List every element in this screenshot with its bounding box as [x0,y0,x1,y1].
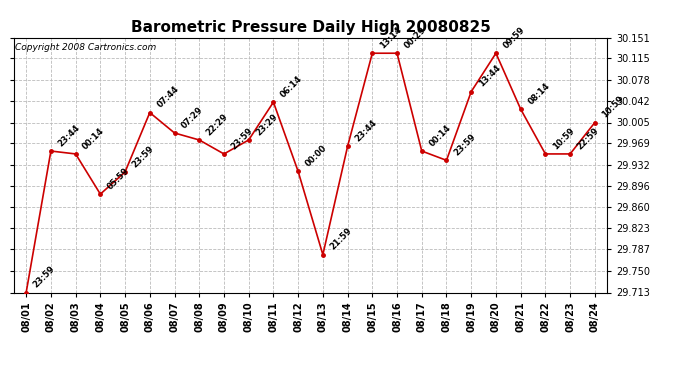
Text: 06:14: 06:14 [279,74,304,99]
Text: 22:59: 22:59 [575,126,601,151]
Text: 00:29: 00:29 [402,26,428,51]
Text: 10:59: 10:59 [551,126,576,151]
Text: 23:59: 23:59 [452,132,477,158]
Text: 00:14: 00:14 [81,126,106,151]
Text: 05:59: 05:59 [106,166,131,191]
Text: 23:44: 23:44 [353,118,378,144]
Text: 13:14: 13:14 [378,25,403,51]
Text: 09:59: 09:59 [502,26,526,51]
Text: 07:44: 07:44 [155,85,181,110]
Text: 23:59: 23:59 [130,144,156,169]
Text: 08:14: 08:14 [526,81,551,106]
Text: 00:00: 00:00 [304,144,328,169]
Text: 23:59: 23:59 [32,264,57,290]
Text: 00:14: 00:14 [427,123,453,148]
Text: 07:29: 07:29 [180,105,205,130]
Text: 23:29: 23:29 [254,112,279,137]
Text: 13:44: 13:44 [477,64,502,89]
Text: Copyright 2008 Cartronics.com: Copyright 2008 Cartronics.com [15,43,156,52]
Text: 22:29: 22:29 [205,112,230,137]
Text: 23:44: 23:44 [57,123,81,148]
Title: Barometric Pressure Daily High 20080825: Barometric Pressure Daily High 20080825 [130,20,491,35]
Text: 21:59: 21:59 [328,226,354,252]
Text: 23:59: 23:59 [230,126,255,151]
Text: 10:59: 10:59 [600,94,626,120]
